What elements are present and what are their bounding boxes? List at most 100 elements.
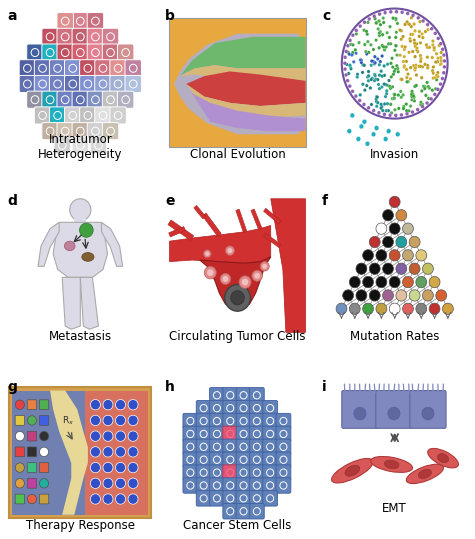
FancyBboxPatch shape xyxy=(87,91,104,108)
Circle shape xyxy=(409,77,412,80)
Circle shape xyxy=(410,93,413,96)
FancyBboxPatch shape xyxy=(110,107,126,124)
Circle shape xyxy=(397,107,400,110)
Circle shape xyxy=(360,58,363,62)
Polygon shape xyxy=(168,220,194,240)
Polygon shape xyxy=(102,223,123,266)
Circle shape xyxy=(413,55,417,58)
Circle shape xyxy=(414,64,418,67)
Circle shape xyxy=(387,79,390,82)
Polygon shape xyxy=(180,37,305,76)
Circle shape xyxy=(370,103,373,106)
Ellipse shape xyxy=(418,469,431,479)
Circle shape xyxy=(366,40,370,44)
Circle shape xyxy=(419,65,422,68)
Circle shape xyxy=(443,65,446,69)
Circle shape xyxy=(381,16,385,20)
FancyBboxPatch shape xyxy=(196,426,211,441)
Ellipse shape xyxy=(428,448,458,468)
Circle shape xyxy=(399,38,403,41)
Circle shape xyxy=(360,61,363,64)
Circle shape xyxy=(422,290,433,301)
Circle shape xyxy=(352,43,355,47)
Circle shape xyxy=(349,277,360,288)
Circle shape xyxy=(380,106,383,110)
Circle shape xyxy=(389,303,400,314)
Circle shape xyxy=(442,303,453,314)
Circle shape xyxy=(395,31,398,34)
Circle shape xyxy=(394,44,398,47)
Circle shape xyxy=(372,48,375,51)
FancyBboxPatch shape xyxy=(209,400,224,416)
Polygon shape xyxy=(186,84,305,119)
Circle shape xyxy=(349,67,352,71)
Circle shape xyxy=(413,29,417,33)
Polygon shape xyxy=(53,223,107,278)
Circle shape xyxy=(376,250,387,261)
Circle shape xyxy=(361,71,364,74)
FancyBboxPatch shape xyxy=(15,447,25,457)
Circle shape xyxy=(426,64,429,67)
Ellipse shape xyxy=(332,459,373,483)
FancyBboxPatch shape xyxy=(410,391,446,429)
Circle shape xyxy=(376,57,380,61)
Circle shape xyxy=(421,105,424,108)
Circle shape xyxy=(389,250,400,261)
Circle shape xyxy=(426,28,429,31)
Circle shape xyxy=(382,45,385,49)
Circle shape xyxy=(419,103,422,107)
Circle shape xyxy=(405,112,409,116)
Circle shape xyxy=(436,87,440,91)
FancyBboxPatch shape xyxy=(263,478,277,493)
Circle shape xyxy=(369,290,380,301)
Circle shape xyxy=(412,22,416,26)
Circle shape xyxy=(416,50,419,53)
Circle shape xyxy=(420,32,424,36)
Circle shape xyxy=(389,10,392,13)
Circle shape xyxy=(388,407,400,420)
Circle shape xyxy=(252,270,263,281)
Text: a: a xyxy=(8,9,17,23)
Circle shape xyxy=(415,73,418,77)
Circle shape xyxy=(260,261,269,271)
Circle shape xyxy=(418,65,421,68)
Circle shape xyxy=(399,113,403,117)
Circle shape xyxy=(378,31,381,34)
FancyBboxPatch shape xyxy=(209,426,224,441)
FancyBboxPatch shape xyxy=(87,28,104,45)
Circle shape xyxy=(358,99,361,102)
Circle shape xyxy=(115,415,125,426)
Circle shape xyxy=(436,290,446,301)
Circle shape xyxy=(377,83,380,86)
FancyBboxPatch shape xyxy=(276,426,291,441)
Circle shape xyxy=(372,15,376,18)
Circle shape xyxy=(390,61,393,65)
Circle shape xyxy=(395,10,398,13)
Circle shape xyxy=(385,89,389,93)
Circle shape xyxy=(396,236,407,247)
Circle shape xyxy=(380,85,383,89)
Circle shape xyxy=(128,494,138,504)
Circle shape xyxy=(346,79,350,82)
Text: R$_x$: R$_x$ xyxy=(62,414,74,427)
Circle shape xyxy=(381,109,384,112)
FancyBboxPatch shape xyxy=(27,479,37,488)
Polygon shape xyxy=(202,213,221,237)
Ellipse shape xyxy=(82,253,94,261)
Circle shape xyxy=(408,23,411,26)
Circle shape xyxy=(416,250,427,261)
Text: Therapy Response: Therapy Response xyxy=(26,519,135,532)
Ellipse shape xyxy=(65,241,75,251)
Circle shape xyxy=(409,25,413,28)
Circle shape xyxy=(103,478,113,488)
Circle shape xyxy=(348,38,352,42)
Circle shape xyxy=(203,250,211,258)
Circle shape xyxy=(362,277,373,288)
Circle shape xyxy=(222,276,228,282)
Circle shape xyxy=(373,73,376,76)
FancyBboxPatch shape xyxy=(249,439,264,454)
Circle shape xyxy=(439,56,442,59)
FancyBboxPatch shape xyxy=(72,44,88,61)
Circle shape xyxy=(396,22,399,25)
FancyBboxPatch shape xyxy=(117,91,134,108)
